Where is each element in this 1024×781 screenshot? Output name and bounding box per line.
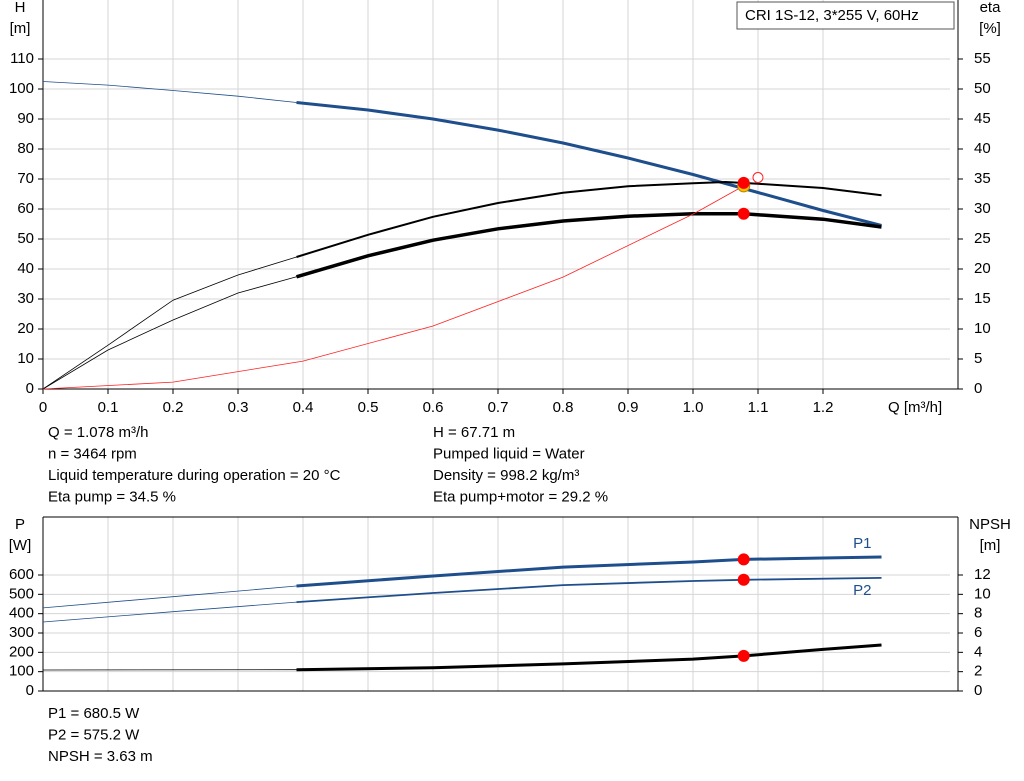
duty-point	[737, 553, 750, 566]
duty-point	[752, 172, 764, 183]
y2-tick-label: 35	[974, 170, 991, 187]
x-tick-label: 1.2	[813, 399, 834, 416]
y2-tick-label: 10	[974, 320, 991, 337]
curve	[296, 643, 882, 672]
info-text: Pumped liquid = Water	[433, 445, 585, 462]
y-tick-label: 30	[17, 290, 34, 307]
info-text: NPSH = 3.63 m	[48, 748, 153, 765]
x-tick-label: 0.6	[423, 399, 444, 416]
y2-tick-label: 2	[974, 663, 982, 680]
y-tick-label: 50	[17, 230, 34, 247]
info-text: P2 = 575.2 W	[48, 726, 140, 743]
x-tick-label: 0.2	[163, 399, 184, 416]
y-tick-label: 80	[17, 140, 34, 157]
curve	[42, 256, 297, 390]
y2-axis-label: [m]	[980, 537, 1001, 554]
y2-axis-label: [%]	[979, 20, 1001, 37]
y-tick-label: 10	[17, 350, 34, 367]
y2-tick-label: 12	[974, 566, 991, 583]
x-tick-label: 0.7	[488, 399, 509, 416]
x-tick-label: 0	[39, 399, 47, 416]
y-tick-label: 100	[9, 80, 34, 97]
curve	[42, 276, 297, 390]
y-tick-label: 300	[9, 624, 34, 641]
curve	[296, 555, 882, 588]
y2-tick-label: 15	[974, 290, 991, 307]
y2-axis-label: NPSH	[969, 516, 1011, 533]
duty-point	[737, 176, 750, 189]
info-text: Eta pump = 34.5 %	[48, 488, 176, 505]
x-tick-label: 0.5	[358, 399, 379, 416]
y2-tick-label: 40	[974, 140, 991, 157]
duty-point	[737, 207, 750, 220]
curve	[296, 180, 882, 258]
y-tick-label: 100	[9, 663, 34, 680]
info-text: Q = 1.078 m³/h	[48, 424, 148, 441]
y-tick-label: 70	[17, 170, 34, 187]
x-tick-label: 0.4	[293, 399, 314, 416]
y-tick-label: 400	[9, 605, 34, 622]
curve	[296, 577, 882, 603]
x-tick-label: 1.0	[683, 399, 704, 416]
y2-tick-label: 6	[974, 624, 982, 641]
y-tick-label: 600	[9, 566, 34, 583]
x-tick-label: 0.9	[618, 399, 639, 416]
y-tick-label: 500	[9, 585, 34, 602]
y-tick-label: 0	[26, 380, 34, 397]
curve	[296, 212, 882, 279]
y-tick-label: 0	[26, 682, 34, 699]
y2-tick-label: 4	[974, 643, 982, 660]
y-axis-label: H	[15, 0, 26, 16]
info-text: Density = 998.2 kg/m³	[433, 467, 579, 484]
curve	[42, 81, 297, 103]
y-tick-label: 40	[17, 260, 34, 277]
duty-point	[737, 649, 750, 662]
y2-tick-label: 0	[974, 682, 982, 699]
x-axis-label: Q [m³/h]	[888, 399, 942, 416]
curve	[42, 185, 744, 390]
info-text: Eta pump+motor = 29.2 %	[433, 488, 608, 505]
x-tick-label: 0.1	[98, 399, 119, 416]
info-text: H = 67.71 m	[433, 424, 515, 441]
duty-point	[737, 573, 750, 586]
curve	[42, 601, 297, 623]
y2-tick-label: 0	[974, 380, 982, 397]
legend-text: CRI 1S-12, 3*255 V, 60Hz	[745, 7, 919, 24]
y-tick-label: 200	[9, 643, 34, 660]
y2-tick-label: 30	[974, 200, 991, 217]
y-axis-label: P	[15, 516, 25, 533]
y2-tick-label: 45	[974, 110, 991, 127]
y2-tick-label: 20	[974, 260, 991, 277]
y-tick-label: 20	[17, 320, 34, 337]
series-label: P2	[853, 582, 871, 599]
y-axis-label: [W]	[9, 537, 32, 554]
y2-tick-label: 25	[974, 230, 991, 247]
x-tick-label: 0.3	[228, 399, 249, 416]
curve	[296, 101, 882, 227]
series-label: P1	[853, 535, 871, 552]
y-tick-label: 110	[10, 50, 34, 67]
info-text: P1 = 680.5 W	[48, 705, 140, 722]
y-tick-label: 90	[17, 110, 34, 127]
info-text: Liquid temperature during operation = 20…	[48, 467, 341, 484]
y-tick-label: 60	[17, 200, 34, 217]
y2-tick-label: 10	[974, 585, 991, 602]
y-axis-label: [m]	[10, 20, 31, 37]
y2-tick-label: 50	[974, 80, 991, 97]
info-text: n = 3464 rpm	[48, 445, 137, 462]
legend-box	[736, 1, 955, 30]
y2-tick-label: 5	[974, 350, 982, 367]
x-tick-label: 0.8	[553, 399, 574, 416]
curve	[42, 585, 297, 609]
y2-tick-label: 55	[974, 50, 991, 67]
y2-tick-label: 8	[974, 605, 982, 622]
x-tick-label: 1.1	[748, 399, 769, 416]
y2-axis-label: eta	[980, 0, 1002, 16]
